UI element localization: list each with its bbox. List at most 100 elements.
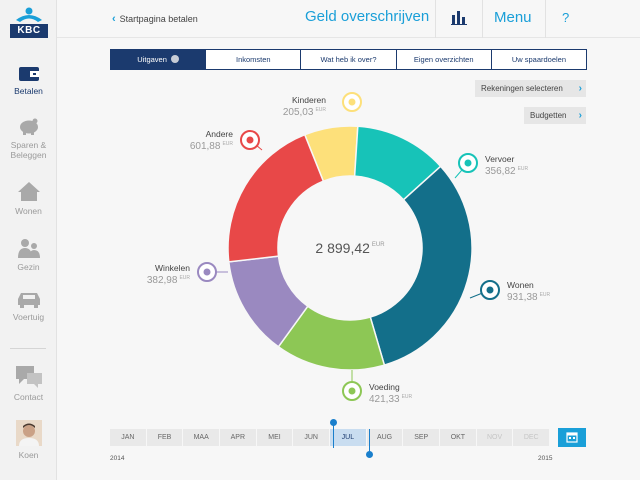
category-amount: 421,33 [369,394,400,405]
range-end-handle[interactable] [366,451,373,458]
budgets-label: Budgetten [530,111,567,120]
select-accounts-button[interactable]: Rekeningen selecteren › [475,80,586,97]
donut-slice-voeding[interactable] [277,305,386,371]
calendar-button[interactable] [558,428,586,447]
leader-line [469,289,491,299]
kbc-logo-mark [16,7,42,22]
sidebar-item-profile[interactable]: Koen [0,420,57,460]
car-icon-glyph [464,159,472,167]
chart-view-icon[interactable] [451,9,467,25]
timeline-month[interactable]: FEB [147,429,184,446]
house-icon [17,182,40,201]
tab-bar: Uitgaven Inkomsten Wat heb ik over? Eige… [110,49,587,70]
sidebar-item-label: Voertuig [12,312,45,322]
currency: EUR [315,107,326,113]
tab-spaardoelen[interactable]: Uw spaardoelen [511,55,567,64]
range-start-line [333,422,334,448]
timeline-end-year: 2015 [538,455,553,462]
car-icon[interactable] [458,153,478,173]
category-amount: 382,98 [146,275,178,286]
label-kinderen: Kinderen 205,03 EUR [280,95,326,118]
currency: EUR [517,166,529,172]
back-link[interactable]: ‹ Startpagina betalen [112,13,198,25]
sidebar: KBC Betalen Sparen & Beleggen Wonen [0,0,57,480]
label-andere: Andere 601,88 EUR [183,129,233,152]
sidebar-item-voertuig[interactable]: Voertuig [0,288,57,322]
sidebar-item-sparen[interactable]: Sparen & Beleggen [0,116,57,160]
tab-wat-heb-ik-over[interactable]: Wat heb ik over? [301,50,397,69]
label-vervoer: Vervoer 356,82 EUR [485,154,528,177]
cart-icon[interactable] [342,381,362,401]
timeline-month[interactable]: AUG [367,429,404,446]
range-start-handle[interactable] [330,419,337,426]
sidebar-divider [10,348,46,349]
category-amount: 205,03 [282,107,314,118]
total-currency: EUR [371,242,385,248]
more-icon[interactable] [240,130,260,150]
sidebar-item-label: Sparen & Beleggen [10,140,47,160]
tab-inkomsten[interactable]: Inkomsten [206,50,302,69]
select-accounts-label: Rekeningen selecteren [481,84,563,93]
sidebar-item-wonen[interactable]: Wonen [0,180,57,216]
chevron-right-icon: › [578,110,582,121]
sidebar-item-gezin[interactable]: Gezin [0,238,57,272]
child-icon[interactable] [342,92,362,112]
currency: EUR [539,292,551,298]
donut-slice-vervoer[interactable] [353,125,442,201]
chevron-left-icon: ‹ [112,13,116,25]
sidebar-item-betalen[interactable]: Betalen [0,64,57,96]
page-title: Geld overschrijven [305,8,430,25]
avatar [15,420,42,446]
currency: EUR [179,275,190,281]
tab-label: Uitgaven [137,55,167,64]
header-divider [435,0,436,38]
timeline-month[interactable]: NOV [477,429,514,446]
timeline-start-year: 2014 [110,455,125,462]
house-icon[interactable] [480,280,500,300]
category-name: Wonen [507,280,534,290]
donut-slice-winkelen[interactable] [227,255,309,348]
timeline-month[interactable]: JUN [293,429,331,446]
header-divider [482,0,483,38]
label-winkelen: Winkelen 382,98 EUR [138,263,190,286]
timeline-month[interactable]: SEP [403,429,441,446]
donut-slice-wonen[interactable] [369,165,473,366]
timeline-month[interactable]: JUL [330,429,367,446]
sidebar-item-label: Betalen [14,86,43,96]
timeline-month[interactable]: MEI [257,429,294,446]
budgets-button[interactable]: Budgetten › [524,107,586,124]
timeline-month[interactable]: MAA [183,429,221,446]
house-icon-glyph [486,286,494,294]
tab-eigen-overzichten[interactable]: Eigen overzichten [397,50,492,69]
category-name: Winkelen [155,263,190,273]
sidebar-item-contact[interactable]: Contact [0,364,57,402]
help-button[interactable]: ? [562,10,570,25]
category-amount: 356,82 [485,166,516,177]
currency: EUR [222,141,233,147]
timeline-month[interactable]: JAN [110,429,147,446]
shirt-icon[interactable] [197,262,217,282]
total-value: 2 899,42 [315,240,370,256]
menu-button[interactable]: Menu [494,9,532,26]
cart-icon-glyph [348,387,356,395]
donut-slice-kinderen[interactable] [303,125,359,183]
header-divider [545,0,546,38]
range-end-line [369,429,370,455]
shirt-icon-glyph [203,268,211,276]
category-name: Voeding [369,382,400,392]
kbc-logo[interactable]: KBC [8,6,50,40]
label-wonen: Wonen 931,38 EUR [507,280,550,303]
currency: EUR [401,394,413,400]
timeline-month[interactable]: OKT [440,429,477,446]
car-icon [17,293,40,308]
chevron-right-icon: › [578,83,582,94]
info-dot-icon [170,55,179,63]
timeline-month[interactable]: DEC [513,429,551,446]
more-icon-glyph [246,136,254,144]
timeline-month[interactable]: APR [220,429,257,446]
category-name: Vervoer [485,154,515,164]
leader-line [249,139,263,151]
sidebar-item-label: Gezin [17,262,40,272]
month-timeline: JAN FEB MAA APR MEI JUN JUL AUG SEP OKT NOV DEC [110,429,551,446]
tab-uitgaven[interactable]: Uitgaven [111,50,207,69]
